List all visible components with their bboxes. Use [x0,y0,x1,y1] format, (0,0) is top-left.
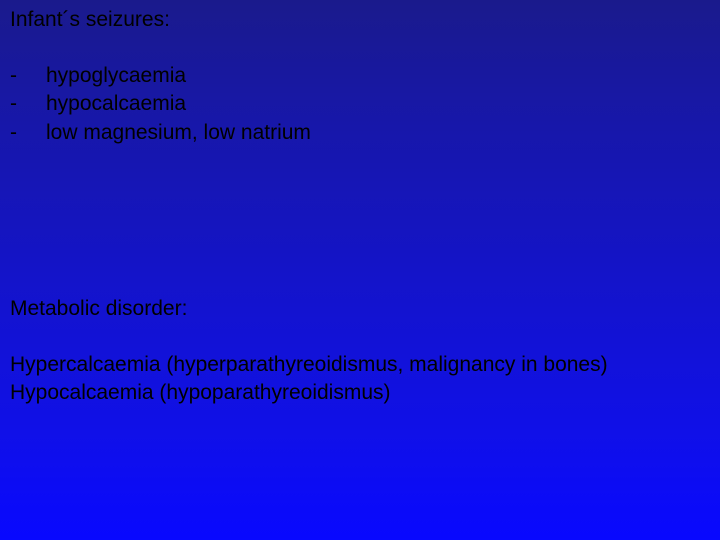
bullet-text: hypoglycaemia [46,62,186,90]
bullet-marker: - [10,119,46,147]
bullet-text: hypocalcaemia [46,90,186,118]
paragraph-line: Hypercalcaemia (hyperparathyreoidismus, … [10,351,710,379]
list-item: - hypoglycaemia [10,62,710,90]
bullet-text: low magnesium, low natrium [46,119,311,147]
section-heading-seizures: Infant´s seizures: [10,8,710,32]
bullet-marker: - [10,62,46,90]
paragraph-line: Hypocalcaemia (hypoparathyreoidismus) [10,379,710,407]
list-item: - low magnesium, low natrium [10,119,710,147]
list-item: - hypocalcaemia [10,90,710,118]
paragraph-metabolic: Hypercalcaemia (hyperparathyreoidismus, … [10,351,710,408]
bullet-marker: - [10,90,46,118]
bullet-list-seizures: - hypoglycaemia - hypocalcaemia - low ma… [10,62,710,147]
section-heading-metabolic: Metabolic disorder: [10,297,710,321]
